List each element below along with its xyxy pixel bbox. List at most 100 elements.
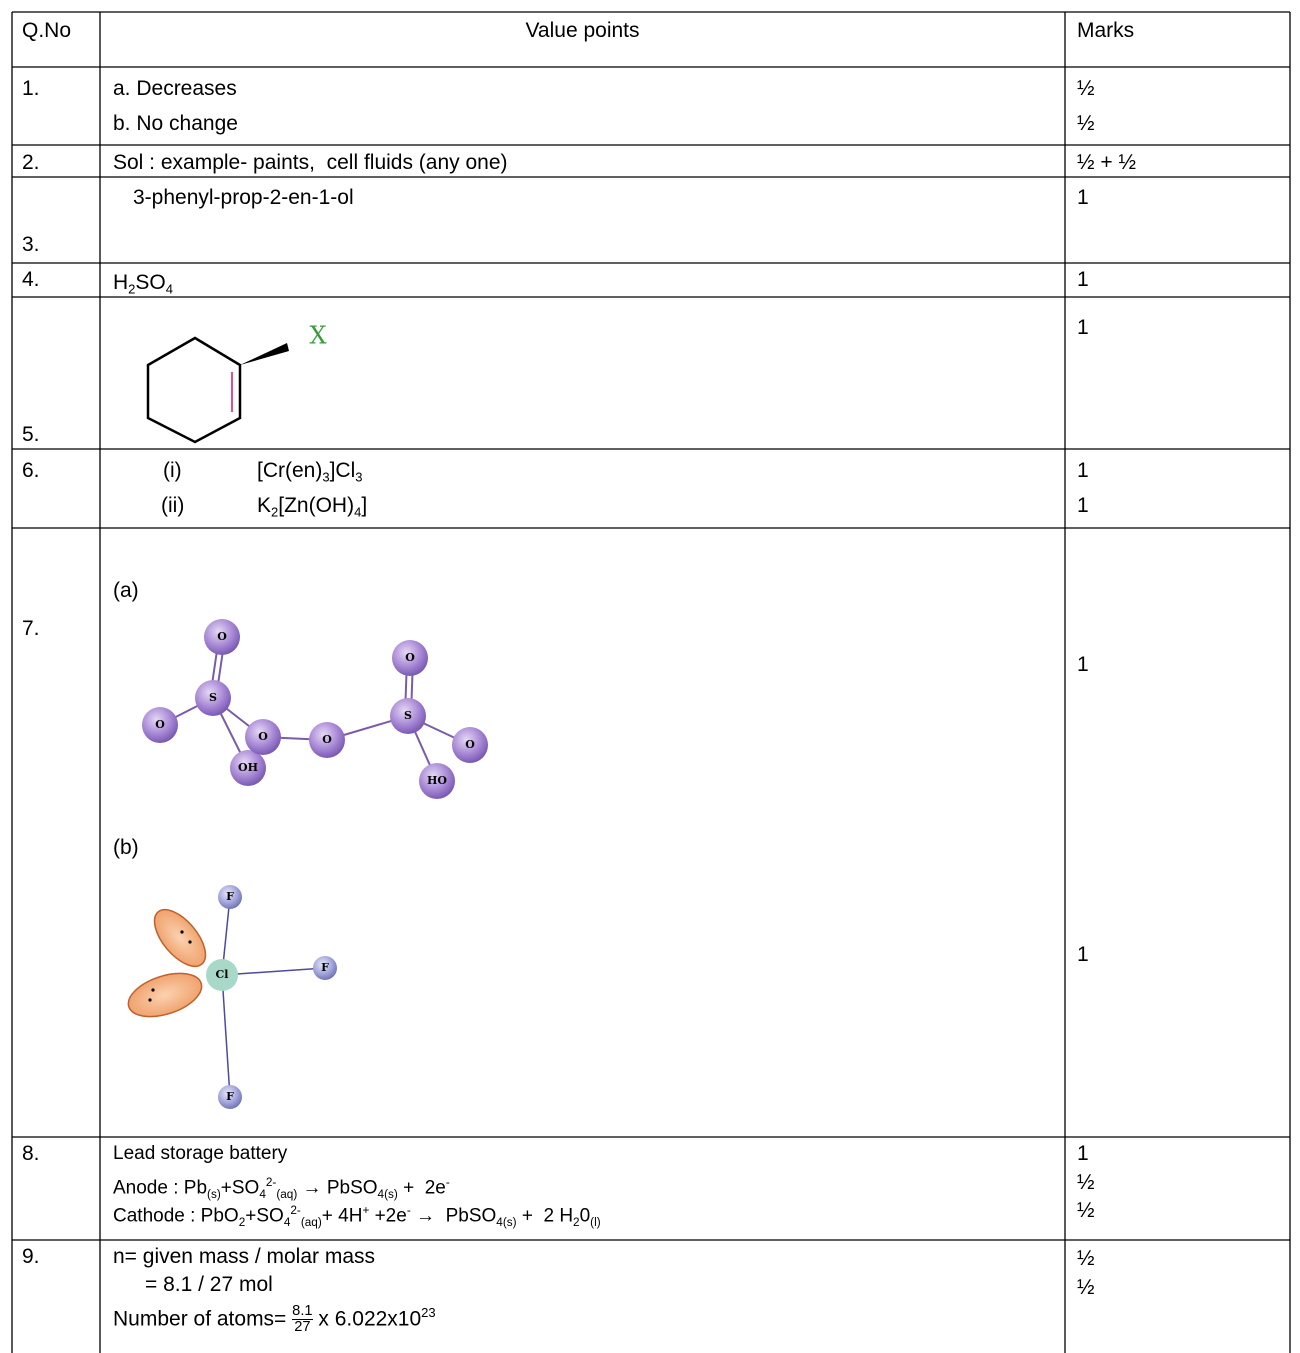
numerator: 8.1 [292, 1302, 313, 1321]
marks: ½ [1077, 1247, 1095, 1270]
marks: 1 [1077, 1142, 1089, 1165]
text: Sol : example- paints, cell fluids (any … [113, 151, 508, 174]
fraction: 8.1 27 [292, 1302, 313, 1336]
value-line: n= given mass / molar mass [113, 1244, 375, 1270]
subscript: 4(s) [496, 1215, 517, 1229]
atom-label: S [209, 691, 217, 704]
atom [206, 959, 238, 991]
text: [Cr(en) [257, 459, 323, 482]
text: + 4H [321, 1205, 363, 1227]
marks: ½ [1077, 77, 1095, 100]
denominator: 27 [294, 1319, 311, 1336]
subscript: 2 [573, 1215, 580, 1229]
superscript: 23 [421, 1305, 436, 1320]
question-number: 3. [22, 233, 40, 256]
question-number: 5. [22, 423, 40, 446]
borders [11, 11, 1291, 1353]
question-number: 7. [22, 617, 40, 640]
value-line: Cathode : PbO2+SO42-(aq)+ 4H+ +2e- → PbS… [113, 1198, 601, 1236]
atom-label: F [226, 890, 234, 903]
atom [218, 1085, 242, 1109]
atom-label: Cl [216, 968, 229, 981]
marks: 1 [1077, 459, 1089, 482]
subscript: (s) [207, 1187, 221, 1201]
header-cell: Q.No [22, 19, 72, 42]
value-line: [Cr(en)3]Cl3 [257, 458, 363, 491]
text: b. No change [113, 112, 238, 135]
value-line: b. No change [113, 111, 238, 137]
superscript: - [406, 1204, 411, 1217]
subscript: 4 [259, 1187, 266, 1201]
value-line: Sol : example- paints, cell fluids (any … [113, 150, 508, 176]
question-number: 4. [22, 268, 40, 291]
superscript: + [362, 1204, 370, 1217]
atom-label: O [155, 718, 165, 731]
atom-label: O [465, 738, 475, 751]
marks: 1 [1077, 943, 1089, 966]
superscript: 2- [290, 1204, 301, 1217]
question-number: 8. [22, 1142, 40, 1165]
marks: ½ + ½ [1077, 151, 1136, 174]
value-line: H2SO4 [113, 270, 173, 303]
subscript: 3 [322, 469, 330, 485]
question-number: 1. [22, 77, 40, 100]
marks: ½ [1077, 1276, 1095, 1299]
superscript: 2- [265, 1176, 277, 1189]
value-line: Lead storage battery [113, 1141, 287, 1167]
chlorine-trifluoride: F F F Cl [127, 885, 337, 1109]
text: + 2e [397, 1177, 446, 1199]
subscript: 2 [128, 281, 136, 297]
marks: 1 [1077, 186, 1089, 209]
text: n= given mass / molar mass [113, 1245, 376, 1268]
text: K [257, 494, 272, 517]
subscript: (aq) [276, 1187, 298, 1201]
text: → PbSO [410, 1205, 497, 1227]
text: (i) [163, 459, 182, 482]
atom-label: S [404, 709, 412, 722]
text: Anode : Pb [113, 1177, 208, 1199]
subscript: 4(s) [377, 1187, 398, 1201]
value-line: (a) [113, 578, 139, 604]
atom-label: HO [427, 774, 447, 787]
text: (a) [113, 579, 139, 602]
item-label: (i) [163, 458, 182, 484]
atom [245, 719, 281, 755]
value-line: a. Decreases [113, 76, 237, 102]
question-number: 2. [22, 151, 40, 174]
subscript: 2 [271, 504, 279, 520]
marks: ½ [1077, 1199, 1095, 1222]
value-line: K2[Zn(OH)4] [257, 493, 367, 526]
text: Number of atoms= [113, 1307, 293, 1331]
subscript: 4 [283, 1215, 291, 1229]
item-label: (ii) [161, 493, 184, 519]
value-line: (b) [113, 835, 139, 861]
atom [195, 680, 231, 716]
atom [452, 727, 488, 763]
value-line: 3-phenyl-prop-2-en-1-ol [133, 185, 354, 211]
value-line: Number of atoms= 8.1 27 x 6.022x1023 [113, 1300, 436, 1336]
header-cell: Value points [525, 19, 640, 42]
text: [Zn(OH) [278, 494, 355, 517]
atom [204, 619, 240, 655]
atom [309, 722, 345, 758]
header-cell: Marks [1077, 19, 1135, 42]
text: (b) [113, 836, 139, 859]
atom [313, 956, 337, 980]
question-number: 9. [22, 1245, 40, 1268]
marks: ½ [1077, 1171, 1095, 1194]
text: ]Cl [329, 459, 356, 482]
text: 0 [579, 1205, 591, 1227]
text: (ii) [161, 494, 185, 517]
text: → PbSO [297, 1177, 378, 1199]
substituent-label: X [309, 322, 326, 350]
text: = 8.1 / 27 mol [145, 1273, 273, 1296]
atom [392, 640, 428, 676]
text: +SO [245, 1205, 284, 1227]
atom-label: O [322, 733, 332, 746]
marks: 1 [1077, 494, 1089, 517]
marks: 1 [1077, 316, 1089, 339]
atom-label: F [226, 1090, 234, 1103]
subscript: 2 [238, 1215, 246, 1229]
atom-label: O [258, 730, 268, 743]
